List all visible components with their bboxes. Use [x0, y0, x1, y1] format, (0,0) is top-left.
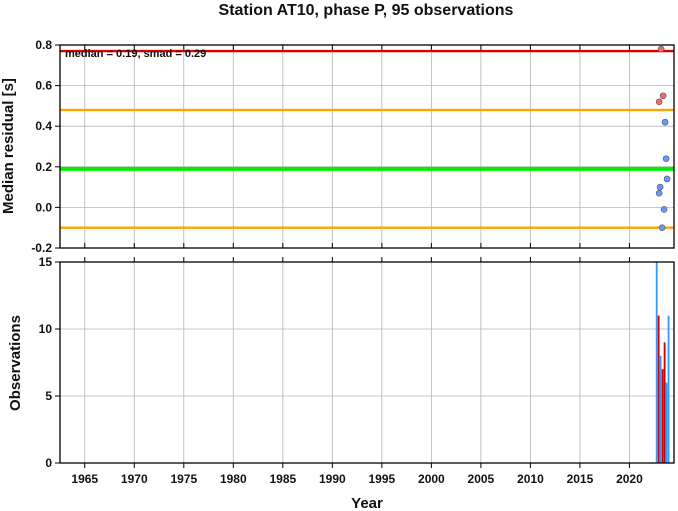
observation-bar — [657, 315, 660, 463]
x-tick-label: 2005 — [468, 472, 495, 486]
observation-bar — [663, 342, 666, 463]
observation-bar — [667, 315, 670, 463]
x-tick-label: 2015 — [567, 472, 594, 486]
x-tick-label: 1980 — [220, 472, 247, 486]
x-tick-label: 1990 — [319, 472, 346, 486]
residual-panel: 0.8 0.6 0.4 0.2 0.0 -0.2 median = 0.19, smad … — [0, 38, 675, 255]
residual-points — [655, 45, 671, 231]
x-tick-label: 1985 — [269, 472, 296, 486]
y-tick-label: 5 — [45, 389, 52, 403]
y-tick-label: 15 — [39, 255, 53, 269]
residual-point — [662, 155, 670, 162]
x-tick-label: 2000 — [418, 472, 445, 486]
y-tick-label: 0.8 — [35, 38, 52, 52]
observations-plot-frame — [59, 261, 675, 464]
residual-y-axis-label: Median residual [s] — [0, 78, 17, 214]
reference-lines — [60, 49, 674, 229]
observations-plot-area — [60, 262, 674, 463]
observation-bar — [661, 369, 664, 463]
residual-point — [657, 45, 665, 53]
residual-plot-frame — [59, 44, 675, 249]
residual-point — [663, 175, 671, 183]
residual-point — [655, 189, 663, 197]
x-tick-label: 1975 — [170, 472, 197, 486]
chart-title: Station AT10, phase P, 95 observations — [219, 2, 514, 19]
residual-y-ticks: 0.8 0.6 0.4 0.2 0.0 -0.2 — [31, 38, 60, 255]
x-tick-label: 2010 — [517, 472, 544, 486]
year-x-ticks: 1965 1970 1975 1980 1985 1990 1995 2000 2005 2010… — [71, 257, 643, 486]
y-tick-label: 0.0 — [35, 200, 52, 214]
residual-point — [660, 206, 668, 213]
median-smad-annotation: median = 0.19, smad = 0.29 — [65, 48, 206, 60]
observation-bars — [655, 262, 670, 463]
residual-point — [656, 183, 664, 191]
residual-plot-area — [60, 45, 674, 248]
x-tick-label: 2020 — [616, 472, 643, 486]
y-tick-label: 0.2 — [35, 160, 52, 174]
residual-point — [659, 92, 667, 100]
observations-y-axis-label: Observations — [7, 315, 24, 411]
residual-point — [655, 98, 663, 106]
residual-point — [661, 118, 669, 126]
x-tick-label: 1995 — [369, 472, 396, 486]
y-tick-label: 0 — [45, 456, 52, 470]
x-tick-label: 1965 — [71, 472, 98, 486]
observations-y-ticks: 15 10 5 0 — [39, 255, 60, 470]
y-tick-label: 0.6 — [35, 79, 52, 93]
observation-bar — [655, 262, 658, 463]
year-x-axis-label: Year — [351, 495, 383, 511]
y-tick-label: 0.4 — [35, 119, 52, 133]
residual-point — [658, 224, 666, 231]
observation-bar — [659, 355, 662, 463]
y-tick-label: 10 — [39, 322, 53, 336]
observations-panel: 15 10 5 0 1965 1970 1975 1980 1985 1990 1995 2000 2… — [7, 255, 675, 511]
x-tick-label: 1970 — [121, 472, 148, 486]
y-tick-label: -0.2 — [31, 241, 52, 255]
observation-bar — [665, 382, 668, 463]
